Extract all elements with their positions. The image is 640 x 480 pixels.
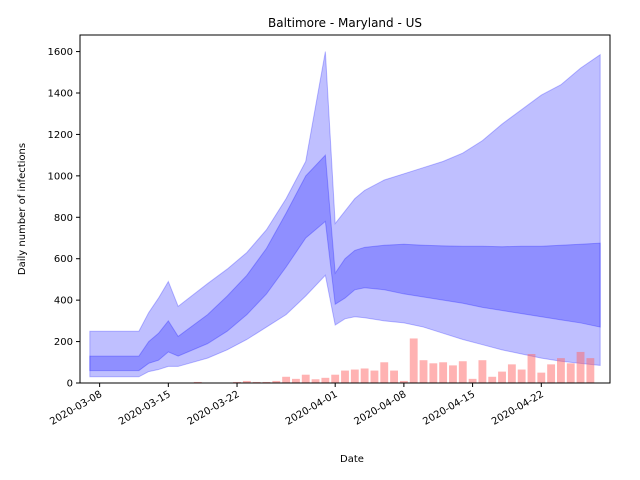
bar xyxy=(360,368,369,383)
y-tick-label: 800 xyxy=(54,213,73,224)
bar xyxy=(557,358,565,383)
bands-layer xyxy=(89,51,601,378)
bar xyxy=(547,364,556,383)
bar xyxy=(478,360,487,383)
bar xyxy=(321,377,330,383)
bars-layer xyxy=(193,338,595,383)
y-tick-label: 600 xyxy=(54,254,73,265)
y-tick-label: 400 xyxy=(54,296,73,307)
bar xyxy=(439,362,448,383)
y-axis-label: Daily number of infections xyxy=(17,143,28,275)
bar xyxy=(449,365,457,383)
bar xyxy=(458,361,467,383)
bar xyxy=(419,360,428,383)
bar xyxy=(341,370,349,383)
x-axis-label: Date xyxy=(340,454,364,465)
bar xyxy=(537,372,546,383)
bar xyxy=(586,358,595,383)
bar xyxy=(566,363,575,383)
bar xyxy=(498,371,506,383)
y-axis: 0 200 400 600 800 1000 1200 1400 1600 xyxy=(48,47,80,390)
bar xyxy=(527,354,536,383)
bar xyxy=(399,380,408,383)
bar xyxy=(507,364,516,383)
bar xyxy=(468,378,477,383)
bar xyxy=(252,381,261,383)
bar xyxy=(242,380,251,383)
y-tick-label: 0 xyxy=(67,379,73,390)
y-tick-label: 200 xyxy=(54,337,73,348)
y-tick-label: 1200 xyxy=(48,130,73,141)
bar xyxy=(370,370,379,383)
band-outer xyxy=(89,51,601,378)
bar xyxy=(350,369,359,383)
bar xyxy=(282,376,291,383)
band-inner xyxy=(89,153,601,372)
chart-title: Baltimore - Maryland - US xyxy=(268,16,422,30)
bar xyxy=(233,381,241,383)
bar xyxy=(292,378,300,383)
bar xyxy=(272,380,281,383)
bar xyxy=(301,374,310,383)
y-tick-label: 1000 xyxy=(48,171,73,182)
bar xyxy=(193,381,202,383)
y-tick-label: 1400 xyxy=(48,89,73,100)
axes-frame xyxy=(79,34,611,384)
bar xyxy=(488,376,497,383)
bar xyxy=(380,362,389,383)
bar xyxy=(429,363,438,383)
bar xyxy=(331,374,340,383)
bar xyxy=(576,351,585,383)
bar xyxy=(517,369,526,383)
bar xyxy=(409,338,418,383)
bar xyxy=(262,381,271,383)
bar xyxy=(311,379,320,383)
bar xyxy=(390,370,398,383)
y-tick-label: 1600 xyxy=(48,47,73,58)
